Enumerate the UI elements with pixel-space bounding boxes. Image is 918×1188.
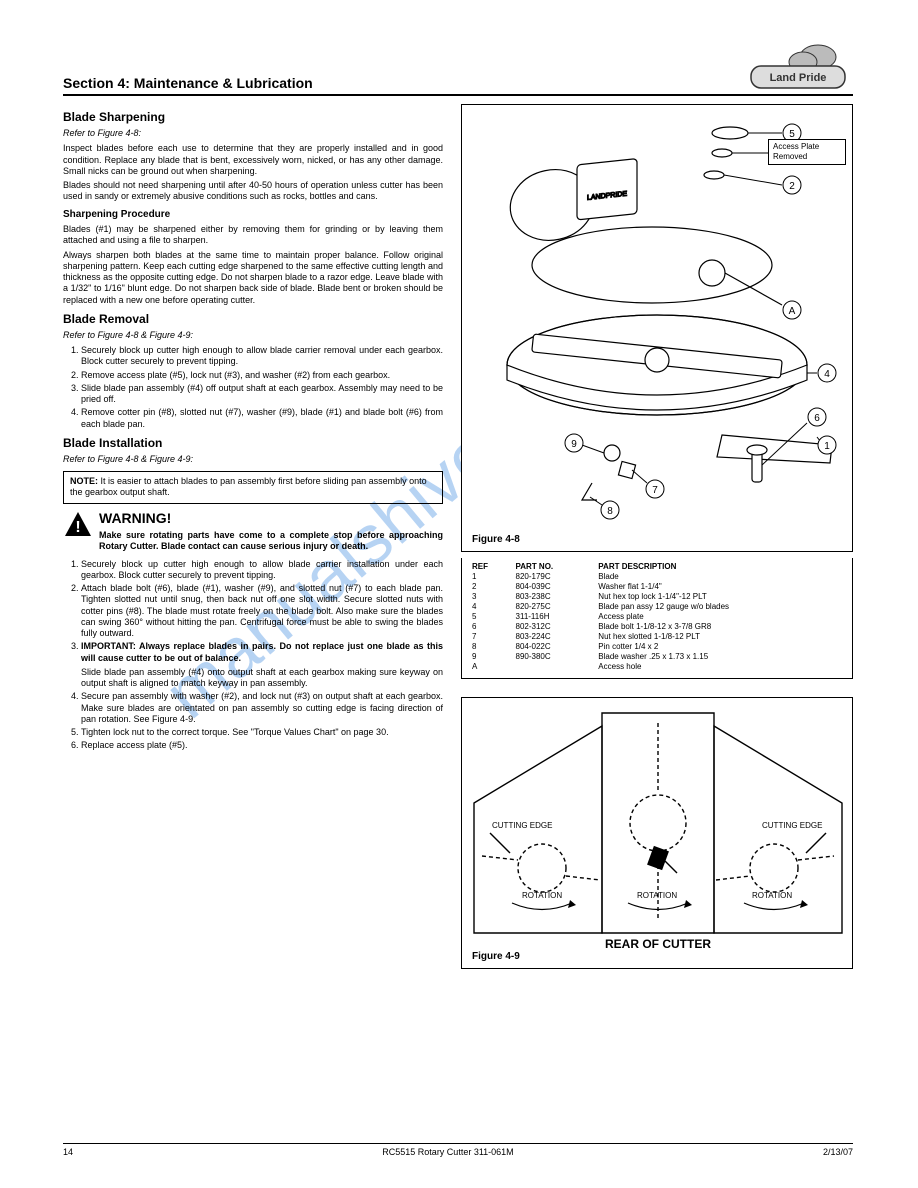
part-row: 9890-380CBlade washer .25 x 1.73 x 1.15 xyxy=(468,652,846,662)
fig48-annotation: Access Plate Removed xyxy=(768,139,846,165)
label-cutting-edge-right: CUTTING EDGE xyxy=(762,821,822,830)
part-row: 1820-179CBlade xyxy=(468,572,846,582)
para-blade-1: Inspect blades before each use to determ… xyxy=(63,143,443,177)
svg-text:4: 4 xyxy=(824,369,830,380)
ref-fig48-a: Refer to Figure 4-8: xyxy=(63,128,443,139)
svg-text:!: ! xyxy=(75,519,80,536)
part-row: 3803-238CNut hex top lock 1-1/4"-12 PLT xyxy=(468,592,846,602)
label-rotation-left: ROTATION xyxy=(522,891,562,900)
step-remove-1: Securely block up cutter high enough to … xyxy=(81,345,443,368)
svg-text:1: 1 xyxy=(824,441,830,452)
step-install-1: Securely block up cutter high enough to … xyxy=(81,559,443,582)
heading-blade-installation: Blade Installation xyxy=(63,436,443,451)
footer-date: 2/13/07 xyxy=(823,1147,853,1158)
step-remove-3: Slide blade pan assembly (#4) off output… xyxy=(81,383,443,406)
label-rotation-center: ROTATION xyxy=(637,891,677,900)
part-row: AAccess hole xyxy=(468,662,846,672)
step-install-5: Tighten lock nut to the correct torque. … xyxy=(81,727,443,738)
step-install-3: IMPORTANT: Always replace blades in pair… xyxy=(81,641,443,689)
ref-fig48-49-b: Refer to Figure 4-8 & Figure 4-9: xyxy=(63,454,443,465)
para-blade-2: Blades should not need sharpening until … xyxy=(63,180,443,203)
step-install-6: Replace access plate (#5). xyxy=(81,740,443,751)
svg-text:6: 6 xyxy=(814,413,820,424)
warning-triangle-icon: ! xyxy=(63,510,93,540)
heading-sharpening-procedure: Sharpening Procedure xyxy=(63,209,443,222)
col-partno: PART NO. xyxy=(512,562,595,572)
figure-4-9: CUTTING EDGE CUTTING EDGE ROTATION ROTAT… xyxy=(461,697,853,969)
col-desc: PART DESCRIPTION xyxy=(594,562,846,572)
step-install-4: Secure pan assembly with washer (#2), an… xyxy=(81,691,443,725)
part-row: 6802-312CBlade bolt 1-1/8-12 x 3-7/8 GR8 xyxy=(468,622,846,632)
step-remove-4: Remove cotter pin (#8), slotted nut (#7)… xyxy=(81,407,443,430)
step-remove-2: Remove access plate (#5), lock nut (#3),… xyxy=(81,370,443,381)
brand-logo: Land Pride xyxy=(743,42,853,92)
figure-4-8: LANDPRIDE xyxy=(461,104,853,552)
part-row: 2804-039CWasher flat 1-1/4" xyxy=(468,582,846,592)
note-text: It is easier to attach blades to pan ass… xyxy=(70,476,427,497)
step-install-2: Attach blade bolt (#6), blade (#1), wash… xyxy=(81,583,443,639)
svg-text:2: 2 xyxy=(789,181,795,192)
label-rear-of-cutter: REAR OF CUTTER xyxy=(605,937,711,951)
svg-text:9: 9 xyxy=(571,439,577,450)
important-note: IMPORTANT: Always replace blades in pair… xyxy=(81,641,443,664)
part-row: 7803-224CNut hex slotted 1-1/8-12 PLT xyxy=(468,632,846,642)
ref-fig48-49-a: Refer to Figure 4-8 & Figure 4-9: xyxy=(63,330,443,341)
warning-block: ! WARNING! Make sure rotating parts have… xyxy=(63,510,443,556)
svg-text:7: 7 xyxy=(652,485,658,496)
fig48-diagram: LANDPRIDE xyxy=(462,105,854,553)
part-row: 4820-275CBlade pan assy 12 gauge w/o bla… xyxy=(468,602,846,612)
warning-heading: WARNING! xyxy=(99,510,443,528)
heading-blade-removal: Blade Removal xyxy=(63,312,443,327)
part-row: 8804-022CPin cotter 1/4 x 2 xyxy=(468,642,846,652)
page-footer: 14 RC5515 Rotary Cutter 311-061M 2/13/07 xyxy=(63,1143,853,1158)
footer-page-number: 14 xyxy=(63,1147,73,1158)
fig49-label: Figure 4-9 xyxy=(466,948,526,967)
fig48-label: Figure 4-8 xyxy=(466,531,526,550)
heading-blade-sharpening: Blade Sharpening xyxy=(63,110,443,125)
warning-text: Make sure rotating parts have come to a … xyxy=(99,530,443,553)
steps-install: Securely block up cutter high enough to … xyxy=(81,559,443,752)
para-sharp-2: Always sharpen both blades at the same t… xyxy=(63,250,443,306)
section-header: Section 4: Maintenance & Lubrication xyxy=(63,75,313,93)
para-sharp-1: Blades (#1) may be sharpened either by r… xyxy=(63,224,443,247)
svg-text:8: 8 xyxy=(607,506,613,517)
steps-remove: Securely block up cutter high enough to … xyxy=(81,345,443,430)
note-heading: NOTE: xyxy=(70,476,98,486)
col-ref: REF xyxy=(468,562,512,572)
svg-text:Land Pride: Land Pride xyxy=(770,72,827,84)
label-cutting-edge-left: CUTTING EDGE xyxy=(492,821,552,830)
footer-doc-id: RC5515 Rotary Cutter 311-061M xyxy=(382,1147,513,1158)
note-box: NOTE: It is easier to attach blades to p… xyxy=(63,471,443,504)
svg-text:A: A xyxy=(789,306,796,317)
fig49-diagram: CUTTING EDGE CUTTING EDGE ROTATION ROTAT… xyxy=(462,698,854,970)
fig48-parts-list: REF PART NO. PART DESCRIPTION 1820-179CB… xyxy=(461,558,853,679)
label-rotation-right: ROTATION xyxy=(752,891,792,900)
parts-header-row: REF PART NO. PART DESCRIPTION xyxy=(468,562,846,572)
part-row: 5311-116HAccess plate xyxy=(468,612,846,622)
